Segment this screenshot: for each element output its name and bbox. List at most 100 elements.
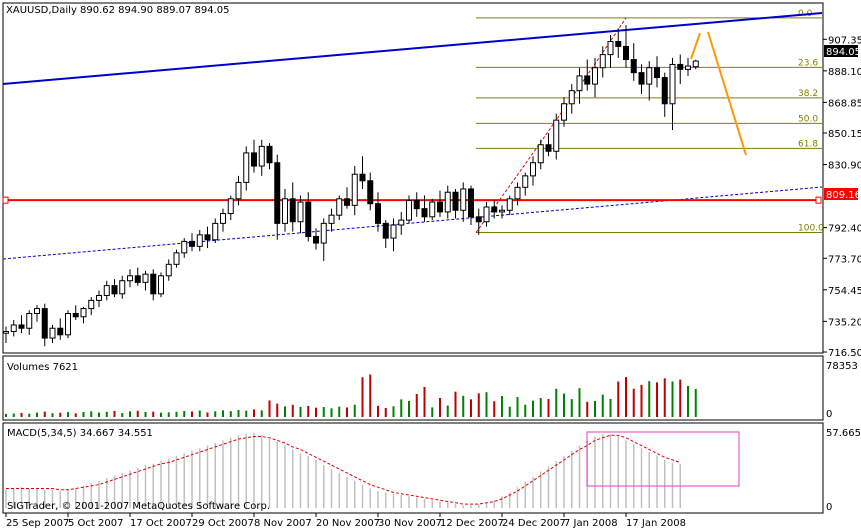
candle-body xyxy=(530,162,536,177)
candle-body xyxy=(320,222,327,244)
candle-body xyxy=(499,209,505,213)
level-handle-left[interactable] xyxy=(2,196,9,204)
fib-level-label: 23.6 xyxy=(798,58,818,68)
candle-body xyxy=(165,263,172,277)
candle-body xyxy=(483,206,490,223)
volume-bars xyxy=(5,374,697,417)
price-tick-label: 716.50 xyxy=(828,348,861,359)
fib-level-label: 100.0 xyxy=(798,224,824,234)
candle-body xyxy=(26,312,33,329)
fib-level-label: 50.0 xyxy=(798,114,818,124)
candle-body xyxy=(351,173,358,206)
macd-indicator xyxy=(5,431,740,508)
candle-body xyxy=(344,198,350,206)
price-tick-label: 830.90 xyxy=(828,161,861,172)
candle-body xyxy=(189,240,195,247)
candle-body xyxy=(251,152,257,167)
candle-body xyxy=(150,273,157,295)
date-tick-label: 20 Nov 2007 xyxy=(316,518,380,529)
candle-body xyxy=(421,208,428,218)
candle-body xyxy=(313,235,319,244)
candle-body xyxy=(258,145,265,167)
date-tick-label: 8 Nov 2007 xyxy=(254,518,312,529)
candle-body xyxy=(227,198,234,215)
candle-body xyxy=(677,63,684,70)
candle-body xyxy=(212,222,219,241)
candle-body xyxy=(522,175,529,188)
candle-body xyxy=(96,294,102,301)
candle-body xyxy=(18,324,25,329)
candle-body xyxy=(661,77,668,105)
price-tick-label: 735.20 xyxy=(828,317,861,328)
support-trendline[interactable] xyxy=(2,186,823,260)
macd-min-label: 0 xyxy=(826,502,832,513)
candle-body xyxy=(623,45,629,61)
candle-body xyxy=(173,252,180,265)
candle-body xyxy=(65,312,71,336)
volume-panel-border xyxy=(2,355,824,421)
candle-body xyxy=(34,308,40,314)
candle-body xyxy=(336,198,343,216)
date-tick-label: 7 Jan 2008 xyxy=(564,518,618,529)
candle-body xyxy=(10,324,17,333)
ohlc-readout: 890.62 894.90 889.07 894.05 xyxy=(80,5,230,16)
candle-body xyxy=(181,240,188,254)
candle-body xyxy=(630,59,637,74)
price-tick-label: 773.70 xyxy=(828,254,861,265)
candle-body xyxy=(398,219,405,226)
candle-body xyxy=(328,214,335,224)
candle-body xyxy=(41,308,48,339)
candle-body xyxy=(444,191,451,213)
candle-body xyxy=(3,331,9,334)
candle-body xyxy=(390,224,397,239)
level-handle-right[interactable] xyxy=(815,196,822,204)
current-price-badge xyxy=(824,45,858,57)
candle-body xyxy=(592,67,598,85)
candle-body xyxy=(669,63,676,105)
fib-level-label: 61.8 xyxy=(798,139,818,149)
candle-body xyxy=(305,201,312,237)
macd-highlight-box[interactable] xyxy=(586,431,740,487)
copyright-text: SIGTrader, © 2001-2007 MetaQuotes Softwa… xyxy=(7,501,270,512)
candle-body xyxy=(88,299,95,310)
candle-body xyxy=(452,191,459,211)
price-tick-label: 792.40 xyxy=(828,224,861,235)
candle-body xyxy=(568,90,575,105)
candle-body xyxy=(111,285,118,295)
candle-body xyxy=(282,198,288,224)
price-axis: 907.35 888.10 868.85 850.15 830.90 792.40 773.… xyxy=(823,35,861,359)
price-tick-label: 888.10 xyxy=(828,67,861,78)
trend-lines[interactable] xyxy=(2,12,823,260)
date-tick-label: 29 Oct 2007 xyxy=(192,518,254,529)
candle-body xyxy=(491,206,498,213)
date-tick-label: 12 Dec 2007 xyxy=(440,518,504,529)
candle-body xyxy=(537,144,544,164)
date-tick-label: 17 Jan 2008 xyxy=(626,518,686,529)
upper-trendline[interactable] xyxy=(2,12,823,85)
candle-body xyxy=(584,75,591,85)
candle-body xyxy=(49,327,56,339)
candle-body xyxy=(266,145,273,164)
date-tick-label: 5 Oct 2007 xyxy=(68,518,123,529)
candle-body xyxy=(220,213,226,224)
date-tick-label: 24 Dec 2007 xyxy=(502,518,566,529)
candle-body xyxy=(134,275,141,283)
candle-body xyxy=(196,234,203,247)
volume-min-label: 0 xyxy=(826,409,832,420)
candle-body xyxy=(57,327,64,336)
forecast-down-segment xyxy=(707,31,747,156)
level-price-label: 809.16 xyxy=(826,190,861,201)
candle-body xyxy=(204,234,211,241)
candle-body xyxy=(72,312,79,318)
candle-body xyxy=(576,75,583,92)
candle-body xyxy=(654,67,660,79)
macd-signal-line xyxy=(6,434,681,505)
candle-body xyxy=(297,201,304,223)
current-price-label: 894.05 xyxy=(826,47,861,58)
candle-body xyxy=(406,199,412,221)
candle-body xyxy=(506,198,513,211)
candle-body xyxy=(119,280,126,295)
price-tick-label: 754.45 xyxy=(828,286,861,297)
candle-body xyxy=(468,188,474,218)
candle-body xyxy=(382,222,389,239)
